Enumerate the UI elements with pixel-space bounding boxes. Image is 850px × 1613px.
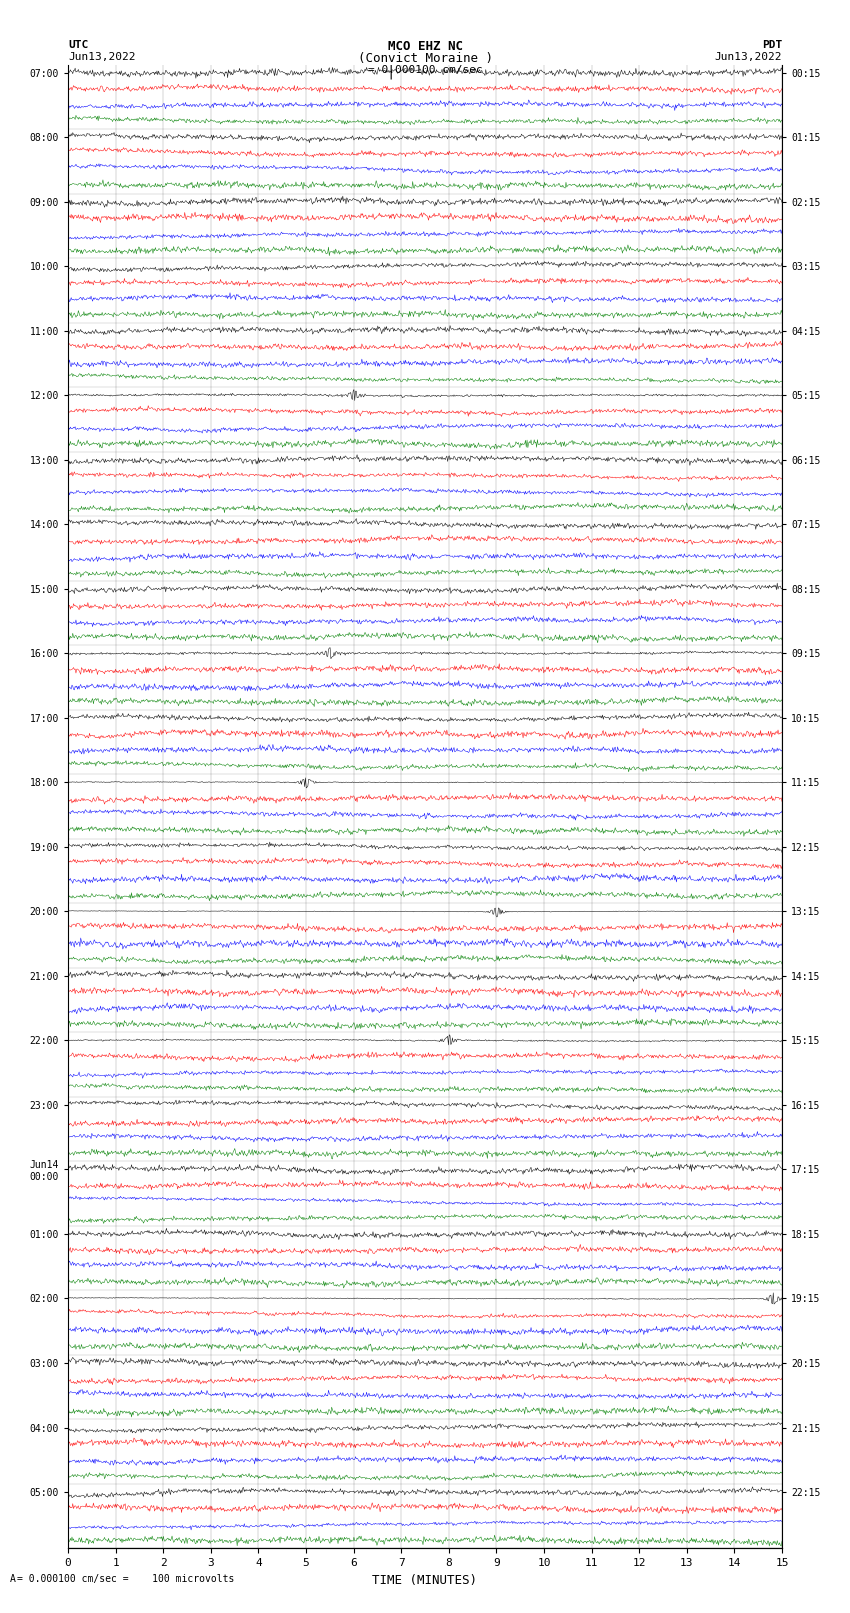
Text: = 0.000100 cm/sec =    100 microvolts: = 0.000100 cm/sec = 100 microvolts — [17, 1574, 235, 1584]
Text: = 0.000100 cm/sec: = 0.000100 cm/sec — [367, 65, 483, 74]
Text: Jun13,2022: Jun13,2022 — [715, 52, 782, 61]
Text: UTC: UTC — [68, 40, 88, 50]
Text: MCO EHZ NC: MCO EHZ NC — [388, 40, 462, 53]
Text: Jun13,2022: Jun13,2022 — [68, 52, 135, 61]
X-axis label: TIME (MINUTES): TIME (MINUTES) — [372, 1574, 478, 1587]
Text: |: | — [387, 65, 395, 79]
Text: (Convict Moraine ): (Convict Moraine ) — [358, 52, 492, 65]
Text: A: A — [10, 1574, 16, 1584]
Text: PDT: PDT — [762, 40, 782, 50]
